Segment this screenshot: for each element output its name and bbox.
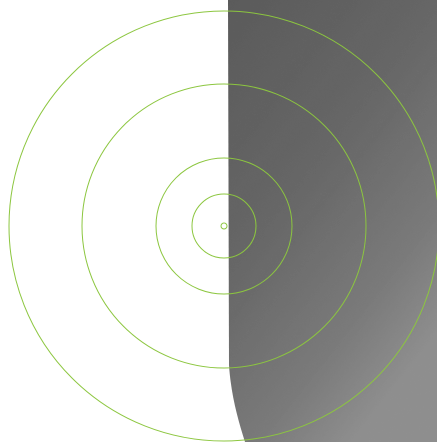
- textured-panel: [228, 0, 437, 442]
- ring: [81, 83, 367, 369]
- target-rings: [8, 10, 437, 442]
- ring: [191, 193, 257, 259]
- ring: [155, 157, 293, 295]
- ring: [8, 10, 437, 442]
- center-dot: [220, 222, 228, 230]
